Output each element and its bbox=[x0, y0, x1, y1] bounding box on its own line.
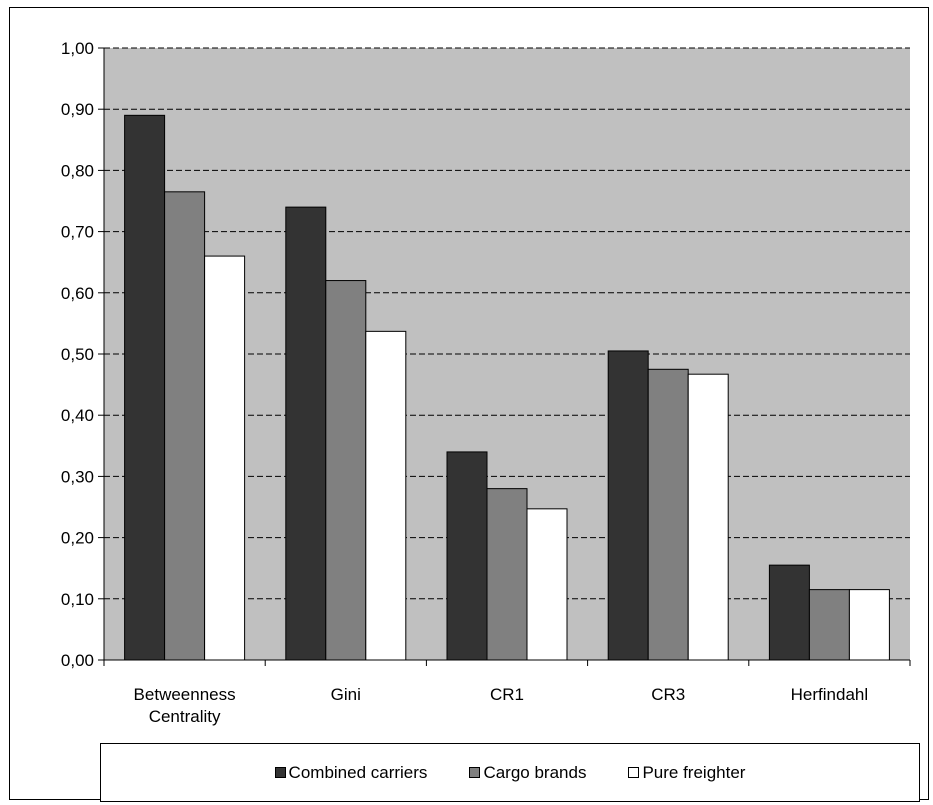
bar bbox=[647, 368, 689, 661]
legend-label: Cargo brands bbox=[483, 762, 587, 782]
y-tick-label: 0,80 bbox=[61, 161, 94, 180]
bar bbox=[526, 508, 568, 661]
bar bbox=[204, 255, 246, 661]
bar bbox=[124, 114, 166, 661]
bar bbox=[607, 350, 649, 661]
legend-swatch bbox=[628, 767, 640, 778]
bar bbox=[285, 206, 327, 661]
bar bbox=[808, 589, 850, 661]
legend-swatch bbox=[469, 767, 481, 778]
bar bbox=[486, 488, 528, 661]
bar bbox=[768, 564, 810, 661]
x-tick-label: Betweenness bbox=[134, 685, 236, 704]
bar bbox=[687, 373, 729, 661]
legend-swatch bbox=[274, 767, 286, 778]
bar bbox=[446, 451, 488, 661]
y-tick-label: 0,10 bbox=[61, 590, 94, 609]
x-tick-label: Centrality bbox=[149, 707, 221, 726]
legend-item: Cargo brands bbox=[469, 763, 586, 783]
x-tick-label: Gini bbox=[331, 685, 361, 704]
y-tick-label: 0,90 bbox=[61, 100, 94, 119]
y-tick-label: 0,50 bbox=[61, 345, 94, 364]
y-tick-label: 0,40 bbox=[61, 406, 94, 425]
y-tick-label: 0,00 bbox=[61, 651, 94, 670]
legend-item: Pure freighter bbox=[628, 763, 745, 783]
y-tick-label: 0,70 bbox=[61, 223, 94, 242]
y-tick-label: 0,30 bbox=[61, 467, 94, 486]
y-tick-label: 0,20 bbox=[61, 529, 94, 548]
legend-item: Combined carriers bbox=[274, 762, 428, 783]
x-tick-label: CR1 bbox=[490, 685, 524, 704]
x-tick-label: CR3 bbox=[651, 685, 685, 704]
legend: Combined carriers Cargo brands Pure freigh… bbox=[100, 743, 920, 802]
bar bbox=[164, 191, 206, 661]
x-tick-label: Herfindahl bbox=[791, 685, 869, 704]
bar bbox=[848, 589, 890, 661]
y-tick-label: 0,60 bbox=[61, 284, 94, 303]
legend-label: Pure freighter bbox=[642, 762, 746, 782]
legend-label: Combined carriers bbox=[288, 762, 428, 782]
y-tick-label: 1,00 bbox=[61, 39, 94, 58]
bar bbox=[365, 330, 407, 661]
bar bbox=[325, 280, 367, 661]
